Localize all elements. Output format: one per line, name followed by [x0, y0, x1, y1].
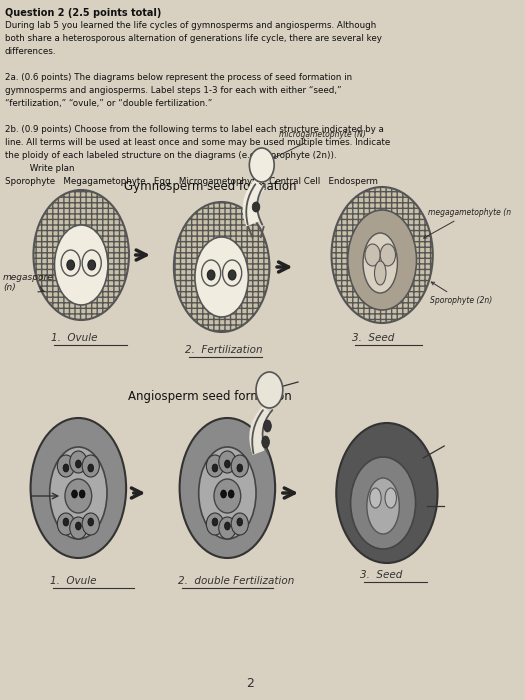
- Text: Sporophyte (2n): Sporophyte (2n): [430, 282, 492, 305]
- Ellipse shape: [71, 490, 77, 498]
- Ellipse shape: [206, 513, 224, 535]
- Text: “fertilization,” “ovule,” or “double fertilization.”: “fertilization,” “ovule,” or “double fer…: [5, 99, 212, 108]
- Text: 3.  Seed: 3. Seed: [360, 570, 403, 580]
- Ellipse shape: [82, 455, 99, 477]
- Text: Gymnosperm seed formation: Gymnosperm seed formation: [124, 180, 297, 193]
- Ellipse shape: [212, 518, 218, 526]
- Ellipse shape: [212, 464, 218, 472]
- Text: both share a heterosporous alternation of generations life cycle, there are seve: both share a heterosporous alternation o…: [5, 34, 382, 43]
- Ellipse shape: [374, 261, 386, 285]
- Text: Sporophyte   Megagametophyte   Egg   Microgametophyte   Central Cell   Endosperm: Sporophyte Megagametophyte Egg Microgame…: [5, 177, 377, 186]
- Text: 3.  Seed: 3. Seed: [352, 333, 394, 343]
- Text: Write plan: Write plan: [5, 164, 74, 173]
- Ellipse shape: [76, 522, 81, 530]
- Text: Angiosperm seed formation: Angiosperm seed formation: [128, 390, 292, 403]
- Ellipse shape: [264, 420, 271, 432]
- Ellipse shape: [82, 250, 101, 276]
- Ellipse shape: [70, 451, 87, 473]
- Ellipse shape: [88, 260, 96, 270]
- Text: microgametophyte (N): microgametophyte (N): [273, 130, 366, 158]
- Text: 1.  Ovule: 1. Ovule: [50, 576, 96, 586]
- Ellipse shape: [63, 518, 69, 526]
- Ellipse shape: [67, 260, 75, 270]
- Text: 2.  double Fertilization: 2. double Fertilization: [177, 576, 294, 586]
- Ellipse shape: [365, 244, 380, 266]
- Ellipse shape: [370, 488, 381, 508]
- Ellipse shape: [351, 457, 416, 549]
- Ellipse shape: [225, 522, 230, 530]
- Ellipse shape: [225, 460, 230, 468]
- Text: 2: 2: [246, 677, 254, 690]
- Ellipse shape: [88, 464, 93, 472]
- Ellipse shape: [231, 455, 248, 477]
- Ellipse shape: [34, 190, 129, 320]
- Ellipse shape: [331, 187, 433, 323]
- Ellipse shape: [223, 260, 242, 286]
- Ellipse shape: [198, 447, 256, 539]
- FancyArrowPatch shape: [262, 410, 272, 454]
- Text: gymnosperms and angiosperms. Label steps 1-3 for each with either “seed,”: gymnosperms and angiosperms. Label steps…: [5, 86, 341, 95]
- Ellipse shape: [70, 517, 87, 539]
- Ellipse shape: [363, 233, 397, 293]
- Ellipse shape: [249, 148, 274, 182]
- Ellipse shape: [219, 451, 236, 473]
- Ellipse shape: [180, 418, 275, 558]
- Ellipse shape: [88, 518, 93, 526]
- Ellipse shape: [57, 455, 75, 477]
- Ellipse shape: [202, 260, 220, 286]
- Ellipse shape: [228, 270, 236, 280]
- Ellipse shape: [206, 455, 224, 477]
- Ellipse shape: [219, 517, 236, 539]
- Ellipse shape: [195, 237, 248, 317]
- Text: differences.: differences.: [5, 47, 56, 56]
- FancyArrowPatch shape: [243, 179, 265, 226]
- Ellipse shape: [262, 436, 269, 448]
- Text: megagametophyte (n: megagametophyte (n: [424, 208, 511, 238]
- Text: 1.  Ovule: 1. Ovule: [50, 333, 97, 343]
- Ellipse shape: [385, 488, 396, 508]
- Ellipse shape: [65, 479, 92, 513]
- Ellipse shape: [337, 423, 437, 563]
- Ellipse shape: [367, 478, 400, 534]
- Ellipse shape: [76, 460, 81, 468]
- Ellipse shape: [174, 202, 269, 332]
- Text: the ploidy of each labeled structure on the diagrams (e.g. sporophyte (2n)).: the ploidy of each labeled structure on …: [5, 151, 337, 160]
- Ellipse shape: [237, 518, 243, 526]
- Ellipse shape: [63, 464, 69, 472]
- Ellipse shape: [220, 490, 226, 498]
- Text: 2a. (0.6 points) The diagrams below represent the process of seed formation in: 2a. (0.6 points) The diagrams below repr…: [5, 73, 352, 82]
- Ellipse shape: [237, 464, 243, 472]
- Text: megaspore
(n): megaspore (n): [3, 273, 54, 293]
- Text: During lab 5 you learned the life cycles of gymnosperms and angiosperms. Althoug: During lab 5 you learned the life cycles…: [5, 21, 376, 30]
- Ellipse shape: [61, 250, 80, 276]
- Ellipse shape: [207, 270, 215, 280]
- FancyArrowPatch shape: [249, 406, 272, 455]
- Ellipse shape: [252, 202, 260, 212]
- Ellipse shape: [380, 244, 395, 266]
- Text: 2b. (0.9 points) Choose from the following terms to label each structure indicat: 2b. (0.9 points) Choose from the followi…: [5, 125, 384, 134]
- Ellipse shape: [231, 513, 248, 535]
- FancyArrowPatch shape: [257, 184, 265, 225]
- Ellipse shape: [79, 490, 85, 498]
- Ellipse shape: [82, 513, 99, 535]
- FancyArrowPatch shape: [252, 410, 263, 454]
- Ellipse shape: [57, 513, 75, 535]
- Ellipse shape: [50, 447, 107, 539]
- Ellipse shape: [214, 479, 241, 513]
- Ellipse shape: [30, 418, 126, 558]
- Ellipse shape: [256, 372, 283, 408]
- Text: Question 2 (2.5 points total): Question 2 (2.5 points total): [5, 8, 161, 18]
- Text: line. All terms will be used at least once and some may be used multiple times. : line. All terms will be used at least on…: [5, 138, 390, 147]
- Ellipse shape: [228, 490, 234, 498]
- FancyArrowPatch shape: [246, 184, 255, 224]
- Text: 2.  Fertilization: 2. Fertilization: [185, 345, 263, 355]
- Ellipse shape: [55, 225, 108, 305]
- Ellipse shape: [348, 210, 416, 310]
